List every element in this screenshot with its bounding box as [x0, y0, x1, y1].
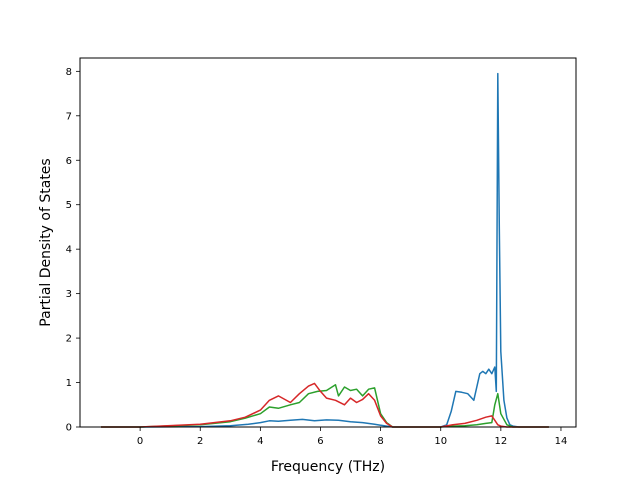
series-line-2 — [101, 384, 549, 428]
series-line-3 — [101, 382, 549, 428]
x-axis-label: Frequency (THz) — [271, 459, 385, 475]
series-line-1 — [101, 72, 549, 428]
plot-frame — [79, 57, 577, 428]
x-tick-label: 14 — [555, 436, 568, 447]
x-tick-label: 4 — [257, 436, 263, 447]
x-tick-label: 2 — [197, 436, 203, 447]
y-tick-label: 2 — [66, 334, 72, 345]
x-tick-label: 0 — [137, 436, 143, 447]
y-tick-label: 6 — [66, 156, 72, 167]
x-tick-label: 6 — [317, 436, 323, 447]
plot-area — [80, 58, 576, 427]
x-tick-label: 10 — [434, 436, 447, 447]
x-tick-label: 12 — [494, 436, 507, 447]
y-tick-label: 4 — [66, 245, 72, 256]
x-axis-ticks: 0 2 4 6 8 10 12 14 — [137, 427, 567, 447]
y-tick-label: 3 — [66, 289, 72, 300]
y-tick-label: 8 — [66, 67, 72, 78]
y-axis-ticks: 0 1 2 3 4 5 6 7 8 — [66, 67, 80, 434]
y-tick-label: 5 — [66, 200, 72, 211]
series-layer — [101, 72, 549, 428]
y-axis-label: Partial Density of States — [38, 158, 54, 326]
y-tick-label: 7 — [66, 111, 72, 122]
y-tick-label: 0 — [66, 423, 72, 434]
x-tick-label: 8 — [377, 436, 383, 447]
y-tick-label: 1 — [66, 378, 72, 389]
